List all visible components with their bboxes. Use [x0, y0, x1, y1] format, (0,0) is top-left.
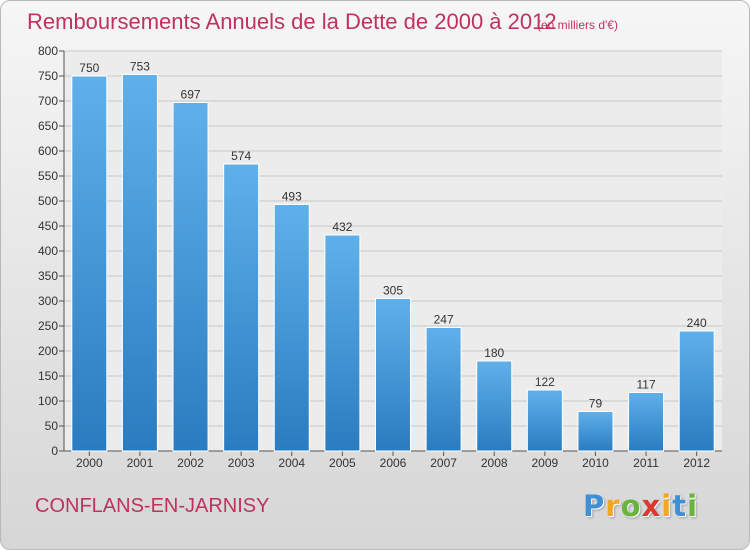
- x-tick-label-2010: 2010: [582, 456, 609, 470]
- proxiti-logo[interactable]: Proxiti: [583, 489, 698, 523]
- bar-2009: [526, 389, 563, 452]
- x-tick-label-2005: 2005: [329, 456, 356, 470]
- bar-2008: [476, 360, 513, 452]
- x-tick-label-2003: 2003: [228, 456, 255, 470]
- x-tick-label-2000: 2000: [76, 456, 103, 470]
- data-label-2007: 247: [434, 313, 454, 327]
- bar-2001: [121, 74, 158, 452]
- logo-letter: x: [641, 489, 662, 523]
- data-label-2002: 697: [181, 88, 201, 102]
- x-tick-label-2002: 2002: [177, 456, 204, 470]
- data-label-2003: 574: [231, 149, 251, 163]
- y-tick-label: 250: [38, 319, 58, 333]
- data-label-2006: 305: [383, 284, 403, 298]
- y-tick-label: 350: [38, 269, 58, 283]
- data-label-2012: 240: [687, 316, 707, 330]
- y-tick-label: 150: [38, 369, 58, 383]
- data-label-2010: 79: [589, 397, 603, 411]
- chart-title: Remboursements Annuels de la Dette de 20…: [27, 9, 557, 34]
- y-tick-label: 550: [38, 169, 58, 183]
- y-tick-label: 650: [38, 119, 58, 133]
- y-tick-label: 450: [38, 219, 58, 233]
- bar-2010: [577, 411, 614, 452]
- data-label-2001: 753: [130, 60, 150, 74]
- y-tick-label: 600: [38, 144, 58, 158]
- logo-letter: r: [605, 489, 621, 523]
- x-tick-label-2006: 2006: [380, 456, 407, 470]
- y-tick-label: 0: [51, 444, 58, 458]
- bar-2002: [172, 102, 209, 452]
- logo-letter: P: [583, 489, 606, 523]
- chart-subtitle: (en milliers d'€): [537, 18, 618, 32]
- x-tick-label-2012: 2012: [683, 456, 710, 470]
- x-tick-label-2007: 2007: [430, 456, 457, 470]
- town-name: CONFLANS-EN-JARNISY: [35, 495, 270, 517]
- data-label-2011: 117: [637, 378, 656, 392]
- y-tick-label: 100: [38, 394, 58, 408]
- x-tick-label-2009: 2009: [531, 456, 558, 470]
- x-tick-label-2004: 2004: [278, 456, 305, 470]
- data-label-2004: 493: [282, 190, 302, 204]
- data-label-2008: 180: [484, 346, 504, 360]
- bar-2012: [678, 330, 715, 452]
- logo-letter: i: [687, 489, 699, 523]
- y-tick-label: 400: [38, 244, 58, 258]
- x-tick-label-2011: 2011: [633, 456, 659, 470]
- data-label-2009: 122: [535, 375, 555, 389]
- bar-2003: [223, 163, 260, 452]
- logo-letter: o: [620, 489, 642, 523]
- y-tick-label: 200: [38, 344, 58, 358]
- x-tick-label-2001: 2001: [127, 456, 154, 470]
- data-label-2005: 432: [332, 220, 352, 234]
- y-tick-label: 700: [38, 94, 58, 108]
- bar-2011: [628, 392, 665, 452]
- logo-letter: t: [672, 489, 688, 523]
- y-tick-label: 300: [38, 294, 58, 308]
- y-tick-label: 800: [38, 44, 58, 58]
- bar-2007: [425, 327, 462, 452]
- bar-2006: [375, 298, 411, 452]
- bar-2000: [71, 75, 108, 452]
- x-tick-label-2008: 2008: [481, 456, 508, 470]
- data-label-2000: 750: [79, 61, 99, 75]
- y-tick-label: 500: [38, 194, 58, 208]
- y-tick-label: 750: [38, 69, 58, 83]
- y-tick-label: 50: [45, 419, 59, 433]
- logo-letter: i: [661, 489, 673, 523]
- bar-2004: [273, 204, 310, 452]
- bar-2005: [324, 234, 361, 452]
